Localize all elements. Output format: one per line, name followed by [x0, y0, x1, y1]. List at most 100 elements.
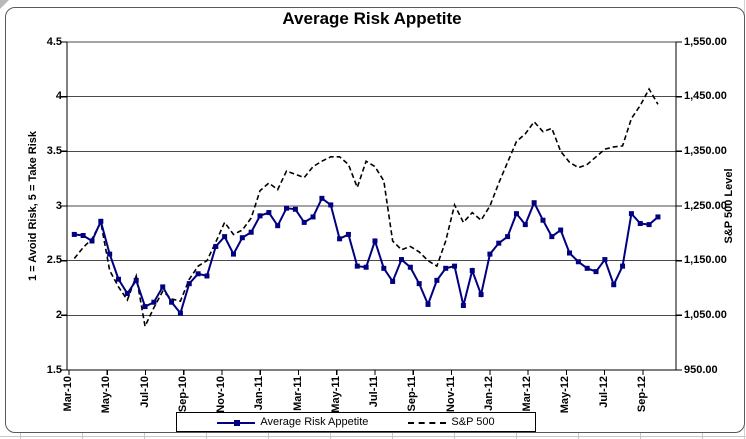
risk-appetite-marker — [531, 200, 537, 206]
risk-appetite-marker — [549, 234, 555, 240]
risk-appetite-marker — [107, 251, 113, 257]
legend-label-risk-appetite: Average Risk Appetite — [260, 416, 369, 428]
risk-appetite-marker — [620, 263, 626, 269]
risk-appetite-marker — [487, 251, 493, 257]
x-axis-tick-label: Jan-11 — [253, 376, 266, 411]
left-axis-tick-label: 2 — [55, 308, 62, 321]
left-axis-tick-label: 4 — [55, 90, 62, 103]
risk-appetite-marker — [646, 222, 652, 228]
sheet-column-tick — [268, 433, 269, 439]
risk-appetite-marker — [89, 238, 95, 244]
risk-appetite-marker — [98, 218, 104, 224]
risk-appetite-marker — [416, 281, 422, 287]
x-axis-tick-label: Nov-10 — [215, 376, 228, 413]
risk-appetite-marker — [169, 299, 175, 305]
risk-appetite-marker — [558, 227, 564, 233]
sheet-column-tick — [578, 433, 579, 439]
risk-appetite-marker — [628, 211, 634, 217]
risk-appetite-marker — [248, 229, 254, 235]
risk-appetite-marker — [407, 264, 413, 270]
x-axis-tick-label: Sep-12 — [635, 376, 648, 413]
risk-appetite-line-sample-icon — [217, 418, 256, 427]
x-axis-tick-label: Jul-10 — [138, 376, 151, 408]
risk-appetite-marker — [602, 257, 608, 263]
x-axis-tick-label: Jul-12 — [597, 376, 610, 408]
risk-appetite-marker — [71, 231, 77, 237]
risk-appetite-marker — [116, 276, 122, 282]
sheet-column-tick — [20, 433, 21, 439]
risk-appetite-marker — [142, 304, 148, 310]
risk-appetite-marker — [611, 282, 617, 288]
x-axis-tick-label: Mar-12 — [521, 376, 534, 412]
risk-appetite-marker — [292, 206, 298, 212]
risk-appetite-marker — [151, 299, 157, 305]
x-axis-tick-label: Sep-11 — [406, 376, 419, 412]
x-axis-tick-label: Jul-11 — [368, 376, 381, 408]
right-axis-tick-label: 1,450.00 — [684, 90, 727, 103]
legend-box[interactable]: Average Risk Appetite S&P 500 — [176, 412, 536, 432]
x-axis-tick-label: Nov-11 — [444, 376, 457, 413]
risk-appetite-marker — [284, 205, 290, 211]
sheet-row-gridline — [0, 436, 746, 437]
risk-appetite-marker — [186, 281, 192, 287]
chart-title: Average Risk Appetite — [282, 9, 462, 28]
risk-appetite-marker — [80, 233, 86, 239]
risk-appetite-marker — [177, 310, 183, 316]
risk-appetite-marker — [425, 301, 431, 307]
left-axis-tick-label: 3 — [55, 199, 62, 212]
risk-appetite-marker — [204, 273, 210, 279]
risk-appetite-marker — [496, 240, 502, 246]
risk-appetite-marker — [513, 211, 519, 217]
risk-appetite-marker — [195, 271, 201, 277]
risk-appetite-marker — [637, 220, 643, 226]
x-axis-tick-label: Mar-11 — [291, 376, 304, 411]
sheet-column-tick — [640, 433, 641, 439]
risk-appetite-marker — [310, 214, 316, 220]
risk-appetite-marker — [434, 277, 440, 283]
risk-appetite-marker — [372, 238, 378, 244]
legend-entry-sp500[interactable]: S&P 500 — [408, 416, 495, 428]
risk-appetite-marker — [160, 284, 166, 290]
risk-appetite-marker — [398, 257, 404, 263]
legend-entry-risk-appetite[interactable]: Average Risk Appetite — [217, 416, 368, 428]
risk-appetite-marker — [522, 222, 528, 228]
right-axis-tick-label: 1,550.00 — [684, 35, 727, 48]
risk-appetite-marker — [301, 219, 307, 225]
risk-appetite-marker — [540, 217, 546, 223]
chart-object-frame[interactable] — [5, 7, 745, 433]
x-axis-tick-label: May-11 — [329, 376, 342, 413]
sheet-column-tick — [516, 433, 517, 439]
risk-appetite-marker — [469, 268, 475, 274]
risk-appetite-marker — [655, 214, 661, 220]
risk-appetite-marker — [257, 213, 263, 219]
right-axis-tick-label: 1,350.00 — [684, 144, 727, 157]
sheet-column-tick — [206, 433, 207, 439]
risk-appetite-marker — [478, 292, 484, 298]
sp500-dashed-line-sample-icon — [408, 418, 447, 427]
risk-appetite-marker — [381, 265, 387, 271]
right-axis-tick-label: 1,150.00 — [684, 254, 727, 267]
right-axis-tick-label: 1,250.00 — [684, 199, 727, 212]
left-axis-tick-label: 3.5 — [46, 144, 62, 157]
x-axis-tick-label: Sep-10 — [176, 376, 189, 413]
risk-appetite-marker — [567, 250, 573, 256]
risk-appetite-marker — [575, 259, 581, 265]
right-axis-tick-label: 950.00 — [684, 363, 718, 376]
legend-label-sp500: S&P 500 — [451, 416, 495, 428]
risk-appetite-marker — [584, 265, 590, 271]
risk-appetite-marker — [345, 231, 351, 237]
risk-appetite-marker — [213, 243, 219, 249]
risk-appetite-marker — [319, 195, 325, 201]
risk-appetite-marker — [328, 202, 334, 208]
x-axis-tick-label: May-10 — [100, 376, 113, 414]
risk-appetite-marker — [363, 264, 369, 270]
sheet-corner-triangle — [0, 0, 9, 9]
sheet-column-tick — [392, 433, 393, 439]
risk-appetite-marker — [460, 302, 466, 308]
risk-appetite-marker — [124, 290, 130, 296]
risk-appetite-marker — [443, 265, 449, 271]
risk-appetite-marker — [505, 234, 511, 240]
x-axis-tick-label: Mar-10 — [62, 376, 74, 412]
